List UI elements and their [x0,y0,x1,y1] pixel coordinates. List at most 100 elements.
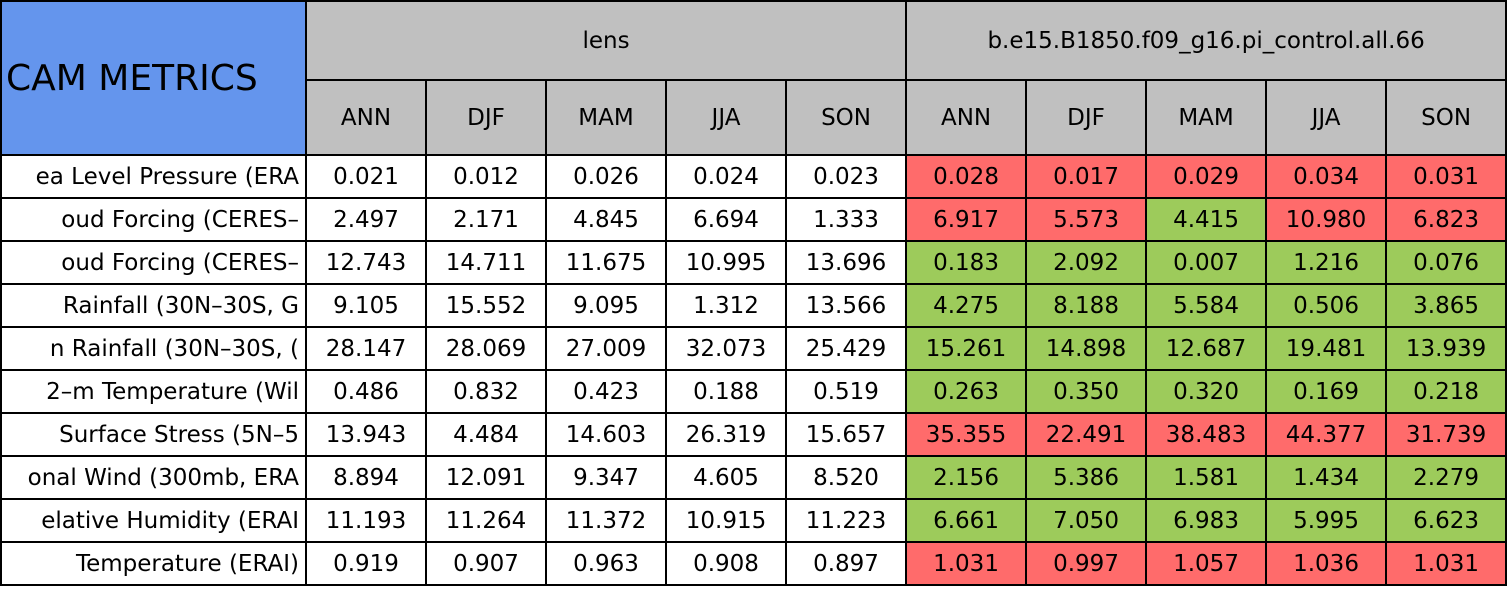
value-cell: 0.423 [545,369,667,414]
value-cell: 28.069 [425,326,547,371]
value-cell: 6.623 [1385,498,1508,543]
value-cell: 13.939 [1385,326,1508,371]
row-label: onal Wind (300mb, ERA [27,464,299,491]
row-label: Temperature (ERAI) [75,550,299,577]
data-row: elative Humidity (ERAI 11.193 11.264 11.372… [0,498,1508,543]
value-cell: 14.711 [425,240,547,285]
value-cell: 19.481 [1265,326,1388,371]
row-label-cell: n Rainfall (30N–30S, ( [0,326,307,371]
value-cell: 26.319 [665,412,787,457]
value-cell: 0.188 [665,369,787,414]
value-cell: 4.275 [905,283,1028,328]
season-header: JJA [665,79,787,156]
value-cell: 0.183 [905,240,1028,285]
data-row: Temperature (ERAI) 0.919 0.907 0.963 0.908 0.… [0,541,1508,586]
value-cell: 1.434 [1265,455,1388,500]
row-label-box: elative Humidity (ERAI [3,508,303,534]
value-cell: 10.995 [665,240,787,285]
value-cell: 6.917 [905,197,1028,242]
row-label-cell: 2–m Temperature (Wil [0,369,307,414]
value-cell: 11.193 [305,498,427,543]
value-cell: 4.605 [665,455,787,500]
value-cell: 38.483 [1145,412,1268,457]
season-header: SON [784,79,908,156]
value-cell: 1.031 [905,541,1028,586]
value-cell: 22.491 [1025,412,1148,457]
value-cell: 0.963 [545,541,667,586]
value-cell: 8.188 [1025,283,1148,328]
row-label-box: Surface Stress (5N–5 [3,422,303,448]
season-header: DJF [425,79,547,156]
row-label-box: ea Level Pressure (ERA [3,163,303,190]
row-label-cell: onal Wind (300mb, ERA [0,455,307,500]
row-label-box: oud Forcing (CERES– [3,249,303,276]
value-cell: 6.661 [905,498,1028,543]
value-cell: 12.743 [305,240,427,285]
season-header: JJA [1265,79,1388,156]
data-row: oud Forcing (CERES– 12.743 14.711 11.675 10.… [0,240,1508,285]
data-row: onal Wind (300mb, ERA 8.894 12.091 9.347 4.6… [0,455,1508,500]
row-label-box: Rainfall (30N–30S, G [3,293,303,319]
value-cell: 4.845 [545,197,667,242]
value-cell: 0.023 [784,154,908,199]
value-cell: 9.095 [545,283,667,328]
value-cell: 11.675 [545,240,667,285]
value-cell: 1.036 [1265,541,1388,586]
value-cell: 7.050 [1025,498,1148,543]
season-row: ANN DJF MAM JJA SON ANN DJF MAM JJA SON [1,79,1508,156]
row-label-cell: Rainfall (30N–30S, G [0,283,307,328]
value-cell: 4.415 [1145,197,1268,242]
row-label: ea Level Pressure (ERA [35,163,299,190]
value-cell: 0.028 [905,154,1028,199]
value-cell: 13.696 [784,240,908,285]
value-cell: 0.218 [1385,369,1508,414]
value-cell: 0.832 [425,369,547,414]
row-label-box: n Rainfall (30N–30S, ( [3,336,303,362]
value-cell: 2.171 [425,197,547,242]
value-cell: 2.092 [1025,240,1148,285]
row-label-cell: elative Humidity (ERAI [0,498,307,543]
value-cell: 13.566 [784,283,908,328]
value-cell: 11.223 [784,498,908,543]
value-cell: 0.997 [1025,541,1148,586]
value-cell: 28.147 [305,326,427,371]
season-header: ANN [905,79,1028,156]
row-label-cell: Surface Stress (5N–5 [0,412,307,457]
value-cell: 14.898 [1025,326,1148,371]
value-cell: 0.029 [1145,154,1268,199]
value-cell: 3.865 [1385,283,1508,328]
value-cell: 0.907 [425,541,547,586]
value-cell: 1.031 [1385,541,1508,586]
value-cell: 4.484 [425,412,547,457]
value-cell: 0.007 [1145,240,1268,285]
row-label: oud Forcing (CERES– [61,249,299,276]
value-cell: 0.506 [1265,283,1388,328]
value-cell: 0.076 [1385,240,1508,285]
value-cell: 0.486 [305,369,427,414]
value-cell: 6.694 [665,197,787,242]
title-cell: CAM METRICS [0,0,307,156]
value-cell: 0.908 [665,541,787,586]
value-cell: 11.372 [545,498,667,543]
value-cell: 12.091 [425,455,547,500]
value-cell: 0.350 [1025,369,1148,414]
value-cell: 0.320 [1145,369,1268,414]
data-row: ea Level Pressure (ERA 0.021 0.012 0.026 0.0… [0,154,1508,199]
value-cell: 31.739 [1385,412,1508,457]
value-cell: 2.156 [905,455,1028,500]
value-cell: 35.355 [905,412,1028,457]
row-label-box: Temperature (ERAI) [3,550,303,577]
value-cell: 11.264 [425,498,547,543]
data-row: Rainfall (30N–30S, G 9.105 15.552 9.095 1.31… [0,283,1508,328]
value-cell: 0.021 [305,154,427,199]
value-cell: 2.279 [1385,455,1508,500]
metrics-table: CAM METRICS lens b.e15.B1850.f09_g16.pi_co… [0,0,1508,586]
title: CAM METRICS [6,57,258,99]
value-cell: 0.026 [545,154,667,199]
value-cell: 1.581 [1145,455,1268,500]
value-cell: 15.552 [425,283,547,328]
row-label: oud Forcing (CERES– [61,206,299,233]
value-cell: 0.034 [1265,154,1388,199]
value-cell: 15.261 [905,326,1028,371]
